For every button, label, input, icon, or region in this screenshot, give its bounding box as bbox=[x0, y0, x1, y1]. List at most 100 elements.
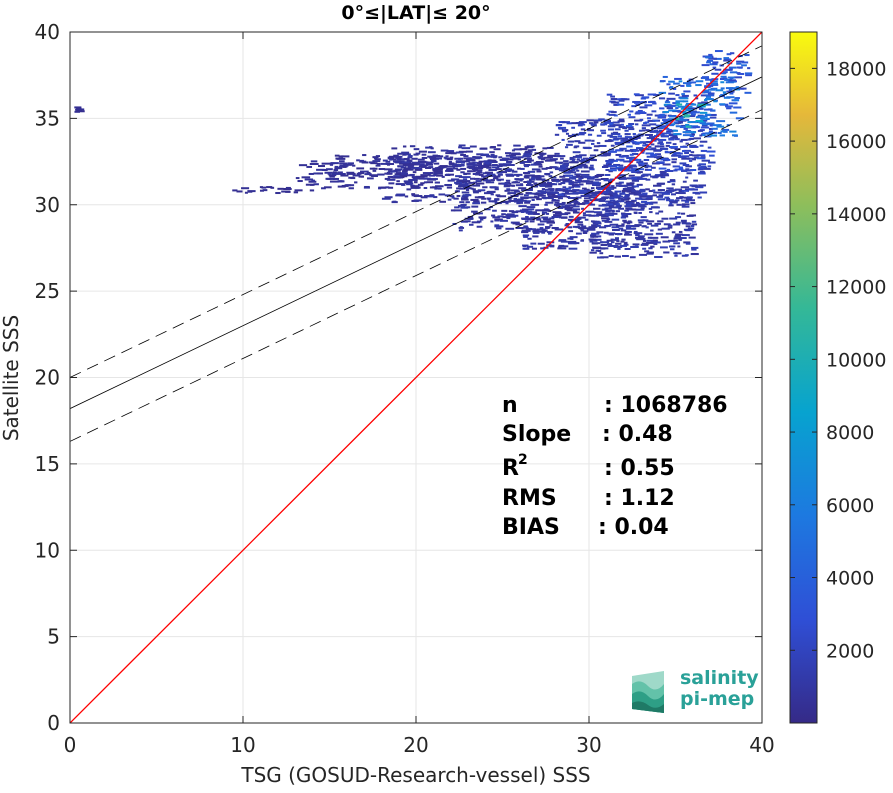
density-cell bbox=[613, 103, 619, 106]
density-cell bbox=[679, 115, 686, 118]
density-cell bbox=[408, 178, 417, 181]
density-cell bbox=[689, 154, 693, 157]
density-cell bbox=[461, 191, 470, 194]
density-cell bbox=[543, 197, 547, 200]
density-cell bbox=[664, 101, 671, 104]
density-cell bbox=[674, 138, 680, 141]
density-cell bbox=[729, 130, 737, 133]
density-cell bbox=[624, 195, 630, 198]
density-cell bbox=[647, 129, 653, 132]
density-cell bbox=[547, 209, 552, 212]
density-cell bbox=[623, 243, 629, 246]
density-cell bbox=[517, 156, 524, 159]
density-cell bbox=[426, 163, 433, 166]
density-cell bbox=[535, 163, 543, 166]
stat-value: : 0.04 bbox=[598, 515, 669, 540]
density-cell bbox=[354, 181, 358, 184]
density-cell bbox=[589, 167, 593, 170]
density-cell bbox=[601, 219, 609, 222]
density-cell bbox=[554, 133, 560, 136]
density-cell bbox=[446, 165, 455, 168]
density-cell bbox=[624, 133, 631, 136]
density-cell bbox=[607, 134, 613, 137]
density-cell bbox=[695, 84, 702, 87]
density-cell bbox=[679, 140, 683, 143]
density-cell bbox=[626, 201, 634, 204]
density-cell bbox=[620, 139, 625, 142]
density-cell bbox=[447, 198, 452, 201]
density-cell bbox=[610, 238, 619, 241]
density-cell bbox=[337, 185, 346, 188]
density-cell bbox=[483, 192, 493, 195]
density-cell bbox=[521, 229, 527, 232]
density-cell bbox=[468, 181, 475, 184]
density-cell bbox=[259, 189, 264, 192]
density-cell bbox=[726, 96, 735, 99]
density-cell bbox=[514, 200, 523, 203]
density-cell bbox=[641, 151, 645, 154]
density-cell bbox=[428, 195, 435, 198]
density-cell bbox=[648, 207, 653, 210]
density-cell bbox=[589, 154, 597, 157]
density-cell bbox=[468, 162, 475, 165]
density-cell bbox=[667, 224, 673, 227]
density-cell bbox=[576, 217, 582, 220]
density-cell bbox=[561, 121, 566, 124]
density-cell bbox=[673, 133, 681, 136]
density-cell bbox=[699, 166, 704, 169]
density-cell bbox=[432, 169, 438, 172]
density-cell bbox=[546, 159, 555, 162]
x-tick-label: 10 bbox=[230, 733, 255, 757]
density-cell bbox=[546, 146, 554, 149]
y-tick-label: 20 bbox=[35, 366, 60, 390]
density-cell bbox=[690, 151, 695, 154]
density-cell bbox=[707, 108, 713, 111]
density-cell bbox=[576, 175, 583, 178]
density-cell bbox=[575, 196, 582, 199]
density-cell bbox=[429, 158, 437, 161]
density-cell bbox=[543, 218, 551, 221]
density-cell bbox=[671, 231, 676, 234]
density-cell bbox=[329, 163, 334, 166]
density-cell bbox=[615, 143, 625, 146]
density-cell bbox=[679, 196, 684, 199]
density-cell bbox=[633, 230, 638, 233]
density-cell bbox=[593, 119, 603, 122]
density-cell bbox=[486, 166, 492, 169]
density-cell bbox=[594, 174, 603, 177]
density-cell bbox=[647, 119, 656, 122]
density-cell bbox=[622, 127, 628, 130]
density-cell bbox=[310, 160, 318, 163]
density-cell bbox=[554, 161, 564, 164]
density-cell bbox=[628, 123, 635, 126]
density-cell bbox=[579, 154, 587, 157]
density-cell bbox=[706, 61, 711, 64]
density-cell bbox=[677, 105, 686, 108]
density-cell bbox=[689, 135, 695, 138]
density-cell bbox=[438, 193, 446, 196]
density-cell bbox=[553, 214, 562, 217]
density-cell bbox=[523, 163, 531, 166]
density-cell bbox=[607, 244, 617, 247]
density-cell bbox=[520, 196, 529, 199]
density-cell bbox=[723, 130, 728, 133]
density-cell bbox=[640, 207, 645, 210]
density-cell bbox=[340, 174, 349, 177]
density-cell bbox=[529, 228, 537, 231]
density-cell bbox=[541, 190, 547, 193]
density-cell bbox=[630, 156, 636, 159]
density-cell bbox=[506, 184, 514, 187]
density-cell bbox=[609, 169, 617, 172]
density-cell bbox=[615, 149, 622, 152]
density-cell bbox=[540, 158, 546, 161]
density-cell bbox=[339, 162, 348, 165]
density-cell bbox=[446, 150, 455, 153]
density-cell bbox=[672, 129, 678, 132]
density-cell bbox=[631, 185, 636, 188]
density-cell bbox=[526, 245, 534, 248]
density-cell bbox=[569, 176, 576, 179]
density-cell bbox=[277, 187, 284, 190]
density-cell bbox=[700, 94, 708, 97]
density-cell bbox=[697, 129, 704, 132]
density-cell bbox=[403, 169, 408, 172]
